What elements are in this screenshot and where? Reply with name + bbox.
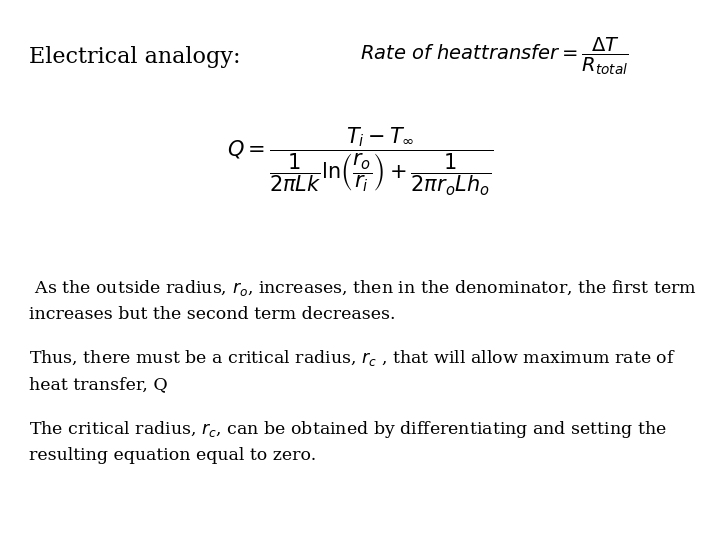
Text: As the outside radius, $r_o$, increases, then in the denominator, the first term: As the outside radius, $r_o$, increases,… [29, 278, 697, 323]
Text: $Q = \dfrac{T_i - T_\infty}{\dfrac{1}{2\pi Lk}\ln\!\left(\dfrac{r_o}{r_i}\right): $Q = \dfrac{T_i - T_\infty}{\dfrac{1}{2\… [227, 126, 493, 198]
Text: Thus, there must be a critical radius, $r_c$ , that will allow maximum rate of
h: Thus, there must be a critical radius, $… [29, 348, 675, 393]
Text: Electrical analogy:: Electrical analogy: [29, 46, 240, 68]
Text: $\mathit{Rate\ of\ heattransfer} = \dfrac{\Delta T}{R_{\mathit{total}}}$: $\mathit{Rate\ of\ heattransfer} = \dfra… [360, 36, 629, 77]
Text: The critical radius, $r_c$, can be obtained by differentiating and setting the
r: The critical radius, $r_c$, can be obtai… [29, 418, 667, 464]
